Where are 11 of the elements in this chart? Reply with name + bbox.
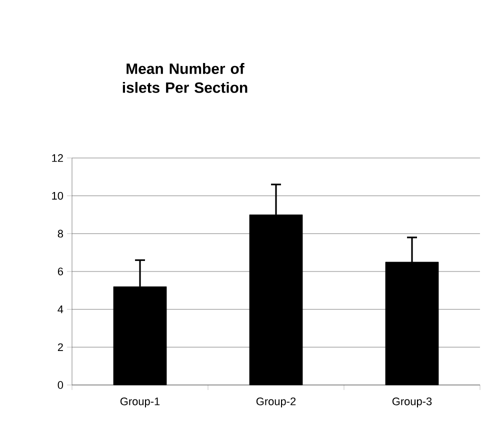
x-tick-label: Group-2 [256, 398, 296, 408]
y-tick-label: 0 [58, 381, 64, 389]
y-tick-label: 4 [58, 306, 64, 314]
y-tick-label: 8 [58, 230, 63, 238]
y-tick-label: 6 [58, 268, 63, 276]
y-tick-label: 10 [52, 192, 64, 200]
x-tick-label: Group-1 [120, 398, 160, 408]
x-tick-label: Group-3 [392, 398, 432, 408]
y-tick-label: 12 [52, 154, 63, 162]
chart-title: Mean Number of islets Per Section [122, 63, 248, 93]
y-tick-label: 2 [58, 343, 63, 351]
